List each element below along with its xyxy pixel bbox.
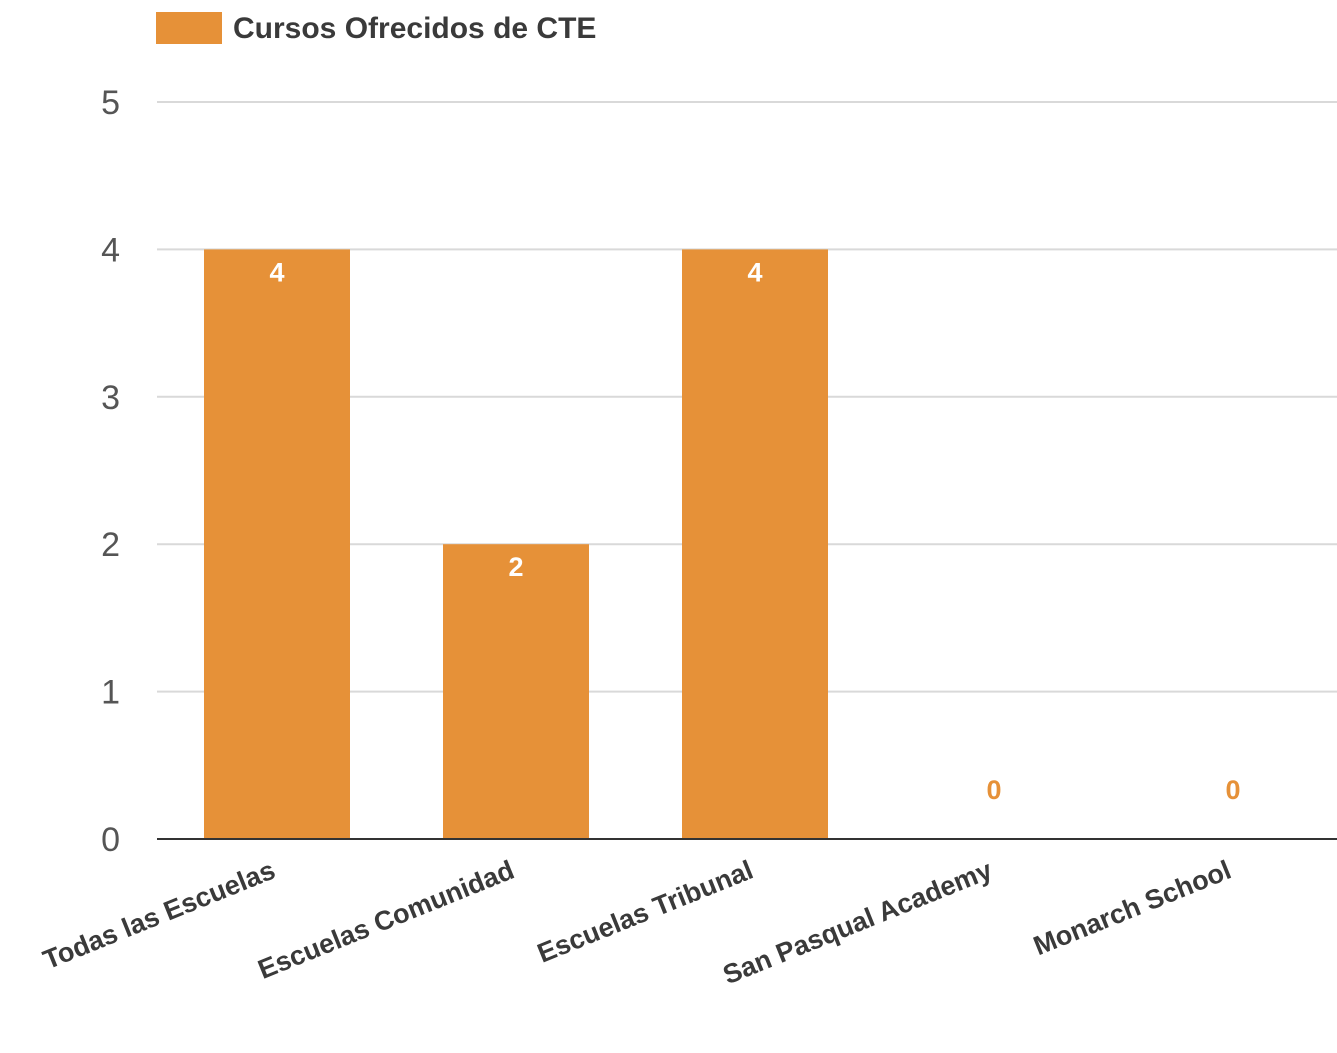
data-label: 4 [269,257,284,287]
y-tick-label: 3 [101,379,120,417]
x-tick-label: San Pasqual Academy [719,855,996,990]
x-tick-label: Escuelas Comunidad [254,855,518,985]
data-label: 2 [508,552,523,582]
legend-label: Cursos Ofrecidos de CTE [233,12,596,45]
x-tick-label: Escuelas Tribunal [533,855,757,969]
data-label: 0 [1225,775,1240,805]
bars: 4 2 4 0 0 [204,249,1241,839]
bar [682,249,828,839]
legend: Cursos Ofrecidos de CTE [156,12,596,45]
bar [443,544,589,839]
legend-swatch [156,12,222,44]
y-tick-label: 2 [101,526,120,564]
data-label: 0 [986,775,1001,805]
y-tick-label: 1 [101,674,120,712]
data-label: 4 [747,257,762,287]
y-tick-label: 4 [101,231,120,269]
y-tick-label: 0 [101,821,120,859]
x-tick-label: Monarch School [1029,855,1235,961]
x-tick-label: Todas las Escuelas [39,855,279,975]
bar [204,249,350,839]
y-tick-label: 5 [101,84,120,122]
